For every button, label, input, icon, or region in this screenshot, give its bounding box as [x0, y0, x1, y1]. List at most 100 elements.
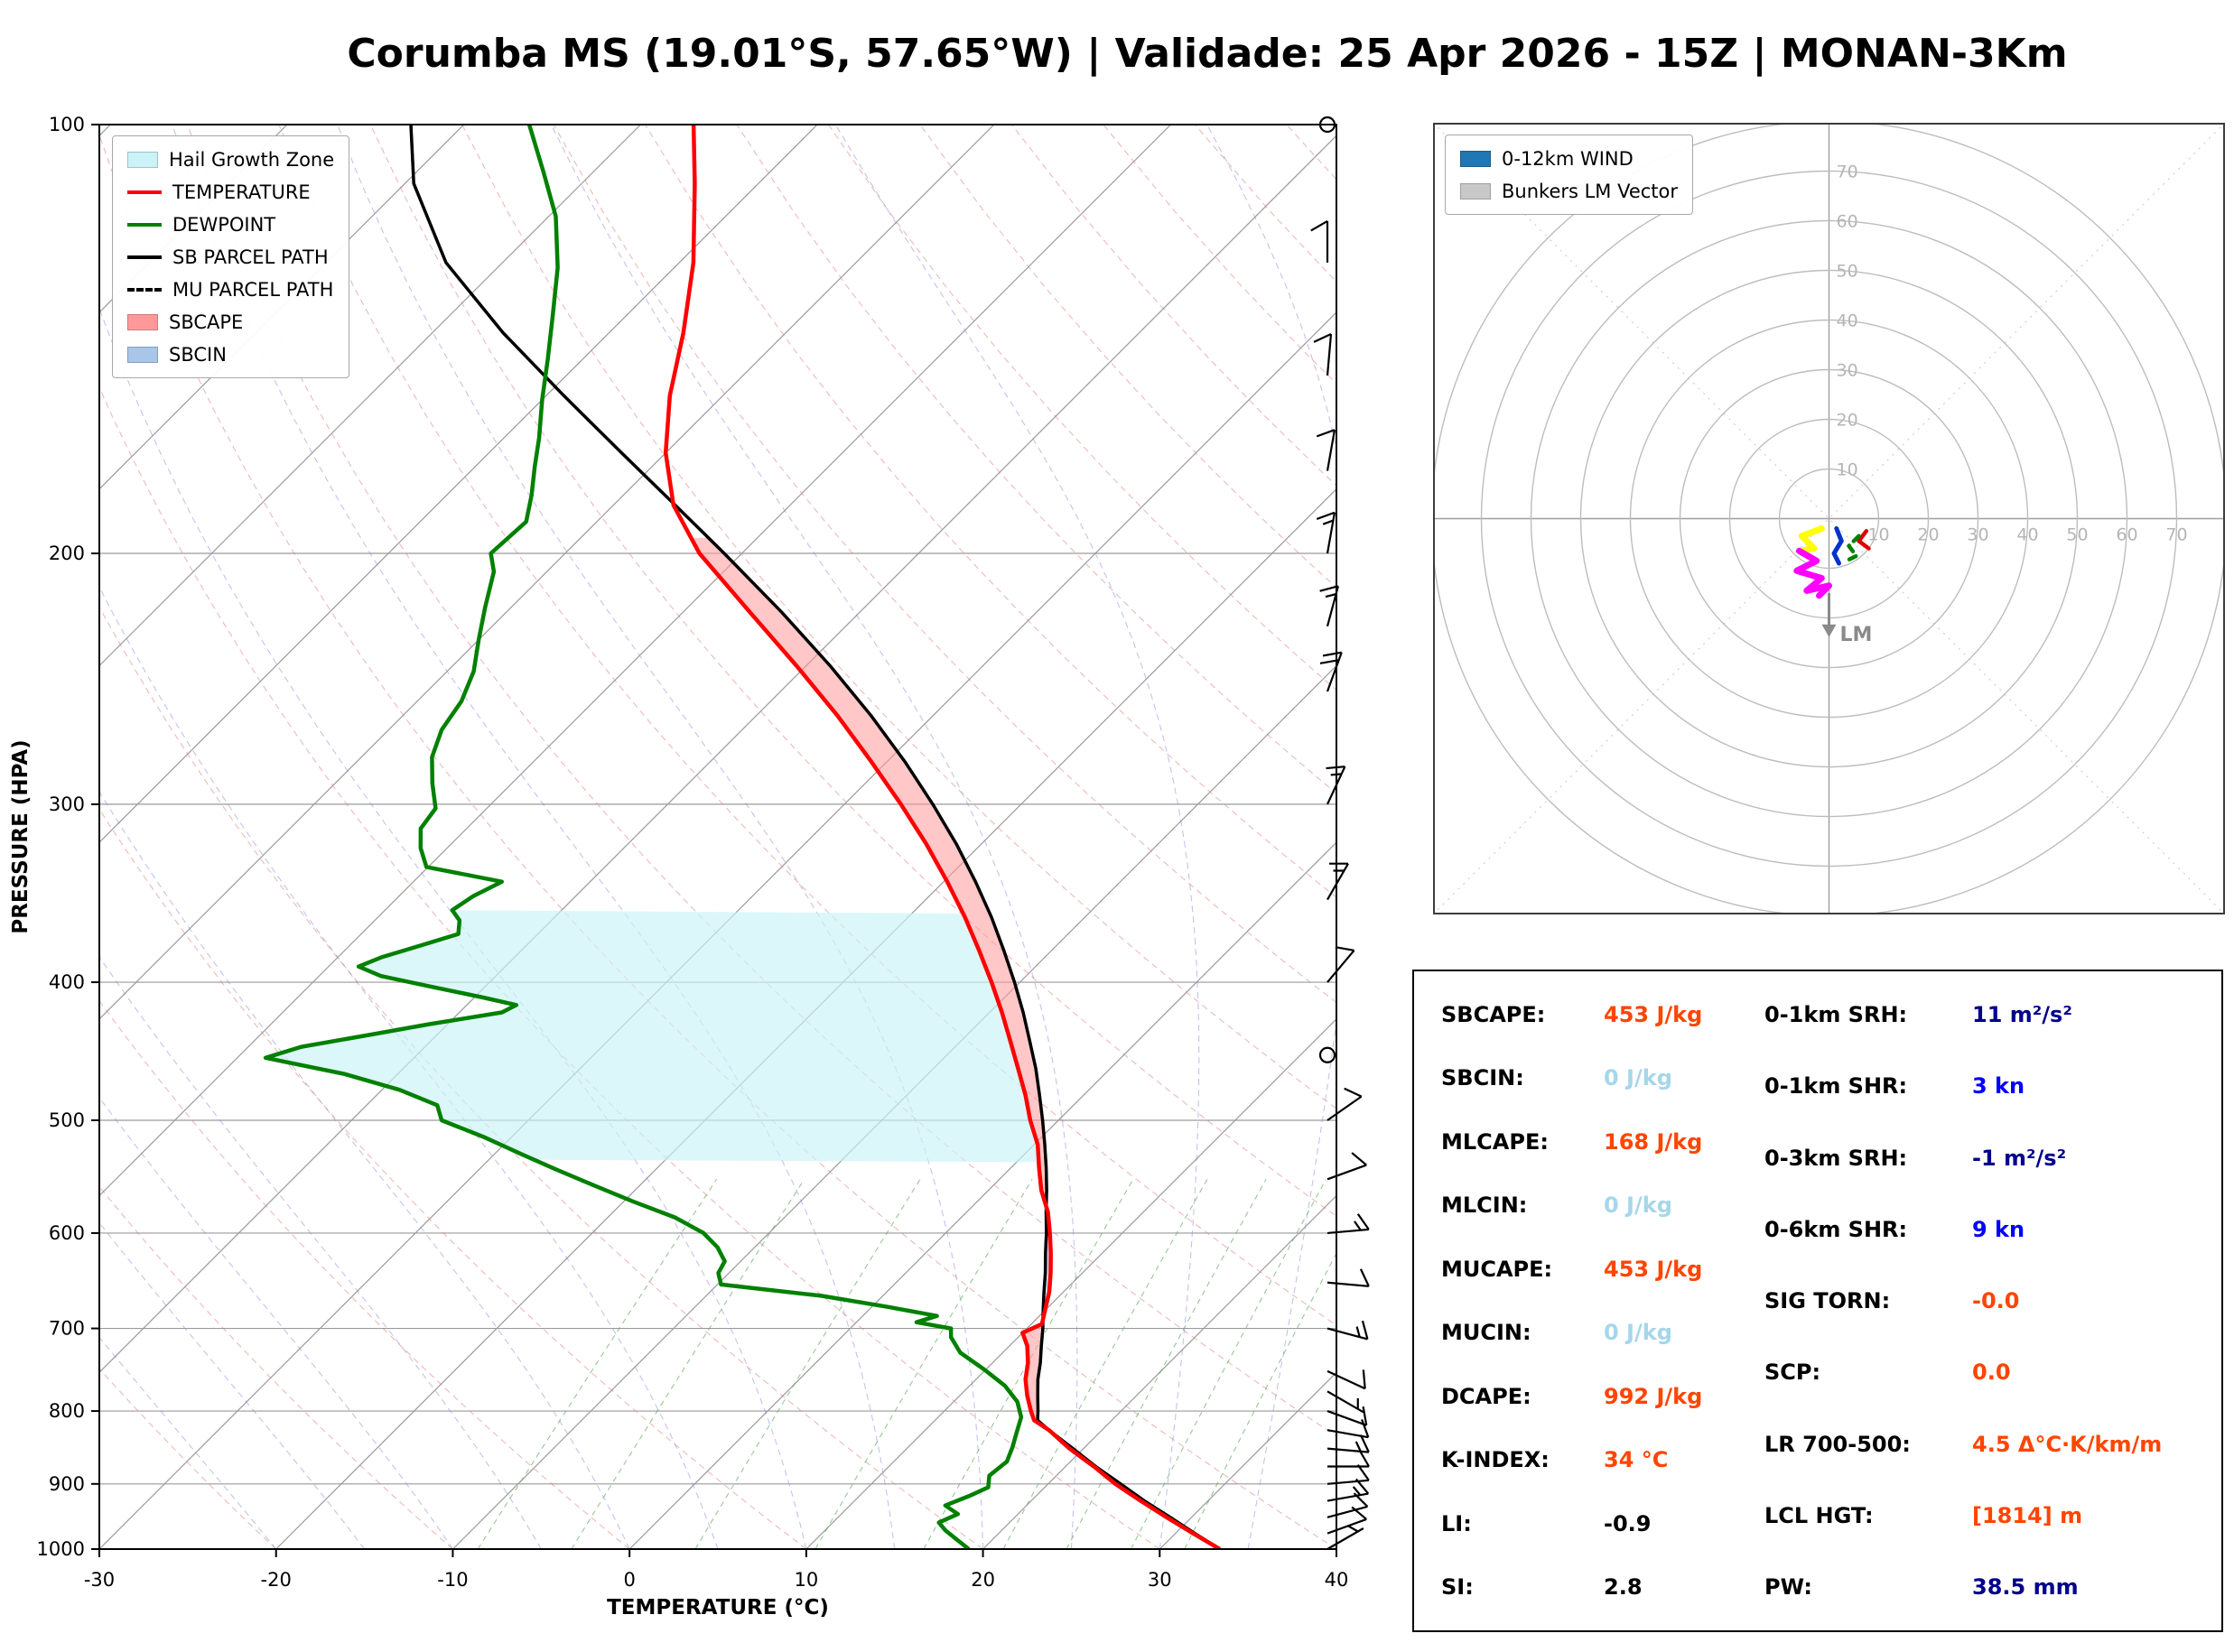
- hodo-ring-label: 40: [1837, 311, 1858, 331]
- legend-item: SBCAPE: [127, 308, 334, 336]
- index-row: SIG TORN: -0.0: [1764, 1288, 2211, 1313]
- legend-item: TEMPERATURE: [127, 178, 334, 206]
- index-value: 453 J/kg: [1604, 1256, 1703, 1282]
- index-label: 0-1km SHR:: [1764, 1073, 1908, 1100]
- index-row: PW: 38.5 mm: [1764, 1574, 2211, 1600]
- pressure-tick-label: 500: [49, 1109, 85, 1131]
- pressure-tick-label: 400: [49, 971, 85, 993]
- index-value: 168 J/kg: [1604, 1128, 1703, 1155]
- index-label: MLCIN:: [1441, 1193, 1528, 1219]
- index-label: SIG TORN:: [1764, 1288, 1891, 1313]
- hodograph-trace-segment: [1796, 525, 1825, 554]
- temperature-tick-label: -30: [84, 1569, 115, 1591]
- hodograph-trace-segment: [1844, 534, 1861, 563]
- plot-border: [98, 124, 1337, 1550]
- index-value: 34 °C: [1604, 1447, 1669, 1473]
- index-label: SI:: [1441, 1573, 1474, 1600]
- hodo-ring-label: 50: [1837, 262, 1858, 282]
- legend-item: Hail Growth Zone: [127, 145, 334, 173]
- temperature-axis-label: TEMPERATURE (°C): [607, 1596, 829, 1620]
- pressure-tick-label: 600: [49, 1222, 85, 1244]
- hodograph-border: [1433, 123, 2225, 914]
- hodograph: 10 10 20 20 30 30 40 40 50 50 60 60 70 70 LM: [1433, 123, 2225, 914]
- index-value: 0 J/kg: [1604, 1065, 1672, 1091]
- indices-right-column: 0-1km SRH: 11 m²/s² 0-1km SHR: 3 kn 0-3km SR…: [1759, 1002, 2211, 1600]
- index-row: MUCAPE: 453 J/kg: [1441, 1257, 1759, 1282]
- index-row: MLCAPE: 168 J/kg: [1441, 1129, 1759, 1155]
- pressure-axis-label: PRESSURE (HPA): [9, 739, 33, 933]
- lm-vector-arrowhead: [1821, 624, 1837, 637]
- legend-item: 0-12km WIND: [1460, 144, 1678, 172]
- index-value: 2.8: [1604, 1573, 1643, 1600]
- temperature-tick-label: 20: [971, 1569, 995, 1591]
- wind-barbs: [1310, 116, 1370, 1550]
- hodograph-ring: [1778, 468, 1880, 570]
- hodo-ring-label: 70: [2165, 525, 2187, 545]
- indices-left-column: SBCAPE: 453 J/kg SBCIN: 0 J/kg MLCAPE: 168 J/…: [1441, 1002, 1759, 1600]
- index-row: MLCIN: 0 J/kg: [1441, 1193, 1759, 1218]
- index-row: SBCIN: 0 J/kg: [1441, 1065, 1759, 1091]
- index-row: SCP: 0.0: [1764, 1360, 2211, 1385]
- hodograph-ring: [1579, 269, 2079, 768]
- legend-item: Bunkers LM Vector: [1460, 177, 1678, 205]
- index-value: 4.5 Δ°C·K/km/m: [1972, 1431, 2163, 1457]
- index-value: -0.0: [1972, 1288, 2020, 1313]
- index-row: 0-6km SHR: 9 kn: [1764, 1217, 2211, 1242]
- index-label: LCL HGT:: [1764, 1502, 1874, 1528]
- legend-swatch: [127, 190, 162, 194]
- index-row: 0-1km SHR: 3 kn: [1764, 1073, 2211, 1099]
- index-label: LR 700-500:: [1764, 1431, 1911, 1457]
- index-label: 0-1km SRH:: [1764, 1002, 1908, 1027]
- index-value: 38.5 mm: [1972, 1574, 2079, 1600]
- legend-swatch: [127, 222, 162, 227]
- legend-swatch: [1460, 150, 1491, 167]
- index-label: SBCAPE:: [1441, 1002, 1546, 1027]
- hodo-ring-label: 20: [1837, 411, 1858, 431]
- mixing-ratio-lines: [477, 1178, 1336, 1549]
- temperature-tick-label: 40: [1325, 1569, 1349, 1591]
- legend-item: SB PARCEL PATH: [127, 243, 334, 271]
- legend-label: SB PARCEL PATH: [172, 246, 329, 268]
- hodo-diagonal: [1434, 124, 2224, 914]
- index-label: K-INDEX:: [1441, 1447, 1550, 1473]
- index-row: K-INDEX: 34 °C: [1441, 1447, 1759, 1472]
- temperature-tick-label: -10: [437, 1569, 468, 1591]
- legend-item: SBCIN: [127, 340, 334, 368]
- legend-label: TEMPERATURE: [172, 181, 311, 203]
- legend-label: 0-12km WIND: [1502, 147, 1634, 170]
- pressure-tick-label: 1000: [37, 1538, 85, 1560]
- hodograph-trace-segment: [1831, 526, 1844, 566]
- lm-label: LM: [1840, 624, 1873, 646]
- hodograph-ring: [1530, 219, 2128, 818]
- pressure-tick-label: 300: [49, 794, 85, 815]
- hodo-ring-label: 60: [2116, 525, 2137, 545]
- hodograph-trace-segment: [1793, 547, 1832, 599]
- hodograph-ring: [1629, 319, 2029, 719]
- index-value: [1814] m: [1972, 1502, 2083, 1528]
- mu-parcel-path-curve: [409, 125, 1221, 1549]
- hodograph-ring: [1480, 170, 2178, 868]
- hodo-ring-label: 70: [1837, 162, 1858, 182]
- index-value: 9 kn: [1972, 1216, 2025, 1242]
- index-row: LCL HGT: [1814] m: [1764, 1503, 2211, 1528]
- hodograph-ring: [1679, 368, 1979, 669]
- legend-swatch: [1460, 182, 1491, 200]
- index-row: SBCAPE: 453 J/kg: [1441, 1002, 1759, 1027]
- hodo-ring-label: 10: [1867, 525, 1889, 545]
- index-label: LI:: [1441, 1510, 1472, 1536]
- skewt-legend: Hail Growth Zone TEMPERATURE DEWPOINT SB PA…: [112, 135, 350, 378]
- legend-label: Hail Growth Zone: [169, 148, 335, 171]
- legend-swatch: [127, 346, 158, 363]
- legend-swatch: [127, 255, 162, 259]
- hodo-diagonal: [1434, 124, 2224, 914]
- hodo-ring-label: 20: [1917, 525, 1939, 545]
- hodo-ring-label: 30: [1967, 525, 1988, 545]
- index-row: LR 700-500: 4.5 Δ°C·K/km/m: [1764, 1432, 2211, 1457]
- legend-label: SBCAPE: [169, 311, 244, 333]
- legend-label: MU PARCEL PATH: [172, 278, 334, 301]
- index-row: SI: 2.8: [1441, 1574, 1759, 1600]
- chart-title: Corumba MS (19.01°S, 57.65°W) | Validade…: [347, 31, 2068, 77]
- index-row: 0-3km SRH: -1 m²/s²: [1764, 1146, 2211, 1171]
